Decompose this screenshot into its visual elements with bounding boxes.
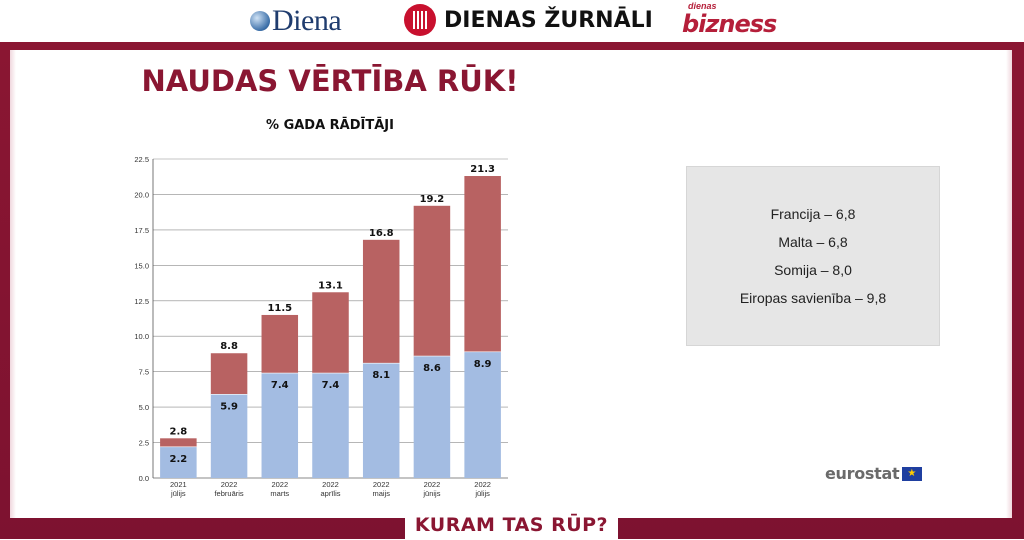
bottom-value-label: 2.2 (169, 454, 187, 465)
bar-segment-top (362, 239, 400, 364)
x-tick-label-year: 2022 (424, 480, 441, 489)
info-line: Eiropas savienība – 9,8 (739, 290, 887, 306)
bottom-value-label: 7.4 (322, 380, 340, 391)
x-tick-label-year: 2021 (170, 480, 187, 489)
bottom-value-label: 8.9 (474, 359, 492, 370)
bottom-value-label: 8.6 (423, 363, 441, 374)
y-tick-label: 0.0 (139, 474, 149, 483)
y-tick-label: 7.5 (139, 368, 149, 377)
x-tick-label-month: februāris (214, 489, 243, 498)
y-tick-label: 10.0 (134, 332, 149, 341)
footer-label: KURAM TAS RŪP? (414, 514, 609, 536)
headline: NAUDAS VĒRTĪBA RŪK! (141, 64, 519, 98)
bottom-value-label: 8.1 (372, 370, 390, 381)
info-line: Malta – 6,8 (778, 234, 848, 250)
bar-segment-bottom (362, 363, 400, 478)
logo-bar: Diena DIENAS ŽURNĀLI dienas bizness (0, 0, 1024, 42)
bar-segment-bottom (312, 373, 349, 478)
source-text: eurostat (825, 464, 900, 483)
x-tick-label-year: 2022 (373, 480, 390, 489)
x-tick-label-year: 2022 (271, 480, 288, 489)
globe-icon (250, 11, 270, 31)
x-tick-label-month: marts (270, 489, 289, 498)
bars (160, 176, 501, 478)
total-value-label: 19.2 (420, 194, 445, 205)
bar-segment-top (312, 292, 349, 374)
bar-segment-top (261, 314, 299, 374)
x-tick-label-year: 2022 (322, 480, 339, 489)
info-box: Francija – 6,8 Malta – 6,8 Somija – 8,0 … (686, 166, 940, 346)
total-value-label: 16.8 (369, 228, 394, 239)
x-tick-label-month: jūnijs (422, 489, 440, 498)
stacked-bar-chart: 2.8 2.2 8.8 5.9 11.5 7.4 13.1 7.4 16.8 8.1 19.2 8.6… (134, 155, 508, 498)
x-tick-label-month: jūlijs (170, 489, 186, 498)
diena-logo-text: Diena (272, 4, 342, 37)
x-tick-label-year: 2022 (474, 480, 491, 489)
bar-segment-bottom (413, 356, 451, 478)
bar-segment-top (413, 205, 451, 357)
x-tick-label-year: 2022 (221, 480, 238, 489)
y-tick-label: 15.0 (134, 261, 149, 270)
x-tick-label-month: jūlijs (474, 489, 490, 498)
dienas-zurnali-logo-text: DIENAS ŽURNĀLI (444, 7, 653, 33)
footer-tab[interactable]: KURAM TAS RŪP? (405, 510, 618, 539)
source-logo: eurostat (825, 464, 923, 483)
x-tick-label-month: aprīlis (320, 489, 340, 498)
total-value-label: 11.5 (267, 303, 292, 314)
eu-flag-icon (902, 466, 923, 481)
data-labels: 2.8 2.2 8.8 5.9 11.5 7.4 13.1 7.4 16.8 8.1 19.2 8.6… (169, 164, 495, 465)
bar-segment-top (464, 176, 501, 352)
dienas-bizness-logo-small: dienas (688, 1, 717, 11)
dienas-zurnali-badge-icon (404, 4, 436, 36)
dienas-zurnali-logo[interactable]: DIENAS ŽURNĀLI (404, 4, 653, 36)
y-tick-label: 22.5 (134, 155, 149, 164)
bar-segment-bottom (464, 351, 501, 478)
x-tick-label-month: maijs (372, 489, 390, 498)
total-value-label: 13.1 (318, 280, 343, 291)
dienas-bizness-logo-text: bizness (682, 10, 777, 38)
axes: 0.0 2.5 5.0 7.5 10.0 12.5 15.0 17.5 20.0 22.5 2021… (134, 155, 491, 498)
bar-segment-bottom (261, 373, 299, 478)
panel-shade-left (10, 50, 16, 518)
total-value-label: 21.3 (470, 164, 495, 175)
bottom-value-label: 5.9 (220, 401, 238, 412)
total-value-label: 8.8 (220, 341, 238, 352)
info-line: Somija – 8,0 (774, 262, 852, 278)
bar-segment-bottom (210, 394, 248, 478)
panel-shade-right (1006, 50, 1012, 518)
bar-segment-bottom (160, 446, 197, 478)
y-tick-label: 17.5 (134, 226, 149, 235)
bottom-value-label: 7.4 (271, 380, 289, 391)
info-line: Francija – 6,8 (770, 206, 856, 222)
bar-segment-top (160, 438, 197, 447)
bar-segment-top (210, 353, 248, 395)
diena-logo[interactable]: Diena (250, 4, 342, 38)
chart-title: % GADA RĀDĪTĀJI (266, 118, 394, 133)
dienas-bizness-logo[interactable]: dienas bizness (682, 1, 777, 38)
y-tick-label: 5.0 (139, 403, 149, 412)
y-tick-label: 2.5 (139, 439, 149, 448)
y-tick-label: 12.5 (134, 297, 149, 306)
y-tick-label: 20.0 (134, 190, 149, 199)
total-value-label: 2.8 (169, 426, 187, 437)
